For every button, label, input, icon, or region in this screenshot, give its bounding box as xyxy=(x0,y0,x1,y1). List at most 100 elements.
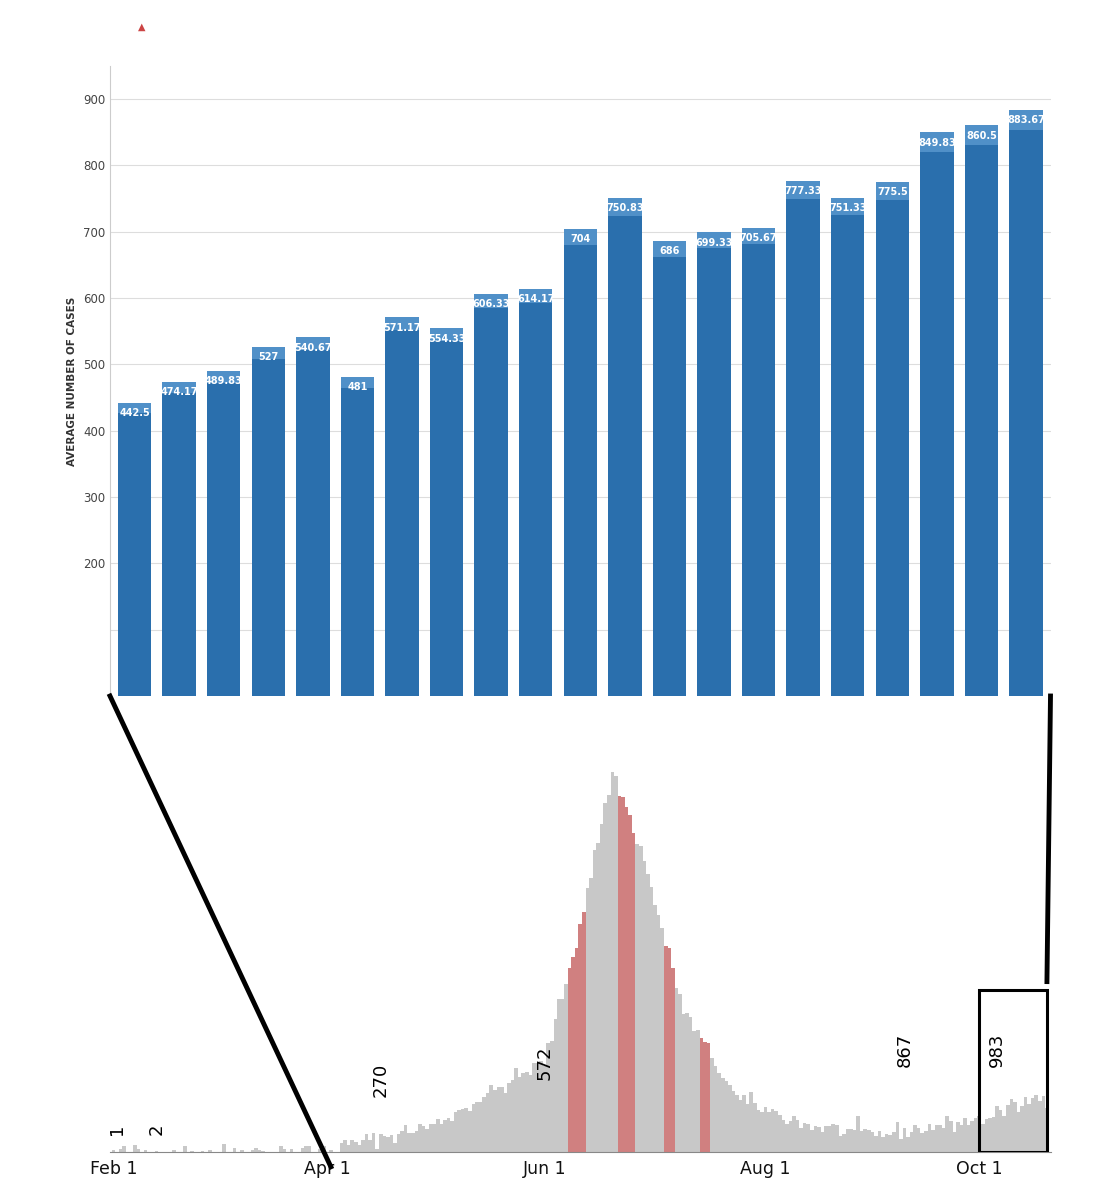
Bar xyxy=(618,797,621,1152)
Bar xyxy=(927,1124,932,1152)
Text: 554.33: 554.33 xyxy=(428,334,465,343)
Bar xyxy=(607,794,610,1152)
Bar xyxy=(628,815,631,1152)
Bar xyxy=(118,402,151,696)
Bar xyxy=(746,1104,749,1152)
Bar xyxy=(700,1038,703,1152)
Text: 983: 983 xyxy=(988,1032,1007,1067)
Bar xyxy=(464,1108,468,1152)
Text: 572: 572 xyxy=(536,1045,553,1080)
Bar xyxy=(874,1136,878,1152)
Bar xyxy=(372,1133,375,1152)
Bar xyxy=(792,1116,795,1152)
Bar xyxy=(774,1111,778,1152)
Bar xyxy=(478,1102,482,1152)
Bar xyxy=(828,1126,832,1152)
Bar xyxy=(389,1135,393,1152)
Bar xyxy=(781,1120,785,1152)
Bar xyxy=(440,1124,443,1152)
Bar xyxy=(510,1080,515,1152)
Bar xyxy=(482,1097,486,1152)
Bar xyxy=(500,1087,504,1152)
Text: 442.5: 442.5 xyxy=(119,408,150,418)
Bar xyxy=(924,1130,927,1152)
Bar xyxy=(575,948,579,1152)
Bar xyxy=(254,1148,257,1152)
Bar xyxy=(340,1144,343,1152)
Bar xyxy=(903,1128,906,1152)
Bar xyxy=(720,1079,725,1152)
Bar xyxy=(341,377,374,696)
Bar xyxy=(739,1099,742,1152)
Text: 849.83: 849.83 xyxy=(918,138,956,148)
Bar xyxy=(938,1126,942,1152)
Bar xyxy=(763,1108,768,1152)
Bar xyxy=(222,1144,226,1152)
Bar xyxy=(786,180,820,198)
Bar xyxy=(803,1123,806,1152)
Bar xyxy=(860,1130,864,1152)
Bar xyxy=(785,1123,789,1152)
Bar xyxy=(806,1123,810,1152)
Bar xyxy=(358,1145,361,1152)
Bar xyxy=(318,1148,322,1152)
Bar xyxy=(608,198,641,216)
Text: í2NEWS: í2NEWS xyxy=(70,19,138,35)
Text: 751.33: 751.33 xyxy=(829,203,867,214)
Bar xyxy=(207,371,241,383)
Bar xyxy=(450,1121,454,1152)
Bar xyxy=(864,1129,867,1152)
Bar xyxy=(899,1139,903,1152)
Bar xyxy=(257,1151,262,1152)
Bar xyxy=(519,289,552,302)
Text: 867: 867 xyxy=(895,1032,913,1067)
Bar xyxy=(119,1150,122,1152)
Bar xyxy=(917,1128,921,1152)
Bar xyxy=(967,1124,970,1152)
Bar xyxy=(454,1111,458,1152)
Bar xyxy=(668,948,671,1152)
Bar xyxy=(682,1014,685,1152)
Bar xyxy=(992,1117,996,1152)
Bar xyxy=(741,228,776,245)
Bar xyxy=(920,132,954,152)
Bar xyxy=(240,1151,243,1152)
Bar xyxy=(625,806,628,1152)
Bar xyxy=(385,317,419,696)
Bar xyxy=(252,347,285,359)
Bar xyxy=(689,1016,693,1152)
Bar xyxy=(852,1129,856,1152)
Bar xyxy=(881,1136,884,1152)
Bar xyxy=(296,337,330,350)
Bar xyxy=(965,125,998,696)
Bar xyxy=(800,1128,803,1152)
Bar xyxy=(660,928,664,1152)
Text: 686: 686 xyxy=(659,246,680,257)
Bar xyxy=(810,1129,814,1152)
Bar xyxy=(118,402,151,413)
Bar xyxy=(343,1140,346,1152)
Bar xyxy=(496,1087,500,1152)
Bar xyxy=(515,1068,518,1152)
Text: 1: 1 xyxy=(108,1123,126,1135)
Bar xyxy=(717,1073,720,1152)
Bar xyxy=(1010,110,1043,131)
Bar xyxy=(935,1126,938,1152)
Bar xyxy=(493,1090,496,1152)
Bar xyxy=(163,382,196,696)
Bar xyxy=(436,1118,440,1152)
Bar xyxy=(945,1116,949,1152)
Bar xyxy=(308,1146,311,1152)
Text: 860.5: 860.5 xyxy=(966,131,997,140)
Bar xyxy=(553,1019,557,1152)
Bar xyxy=(988,1118,992,1152)
Bar xyxy=(932,1129,935,1152)
Bar xyxy=(571,956,575,1152)
Text: 614.17: 614.17 xyxy=(517,294,554,304)
Bar xyxy=(843,1134,846,1152)
Bar xyxy=(959,1126,964,1152)
Bar xyxy=(735,1094,739,1152)
Bar xyxy=(981,1123,984,1152)
Bar xyxy=(411,1133,415,1152)
Bar xyxy=(525,1073,529,1152)
